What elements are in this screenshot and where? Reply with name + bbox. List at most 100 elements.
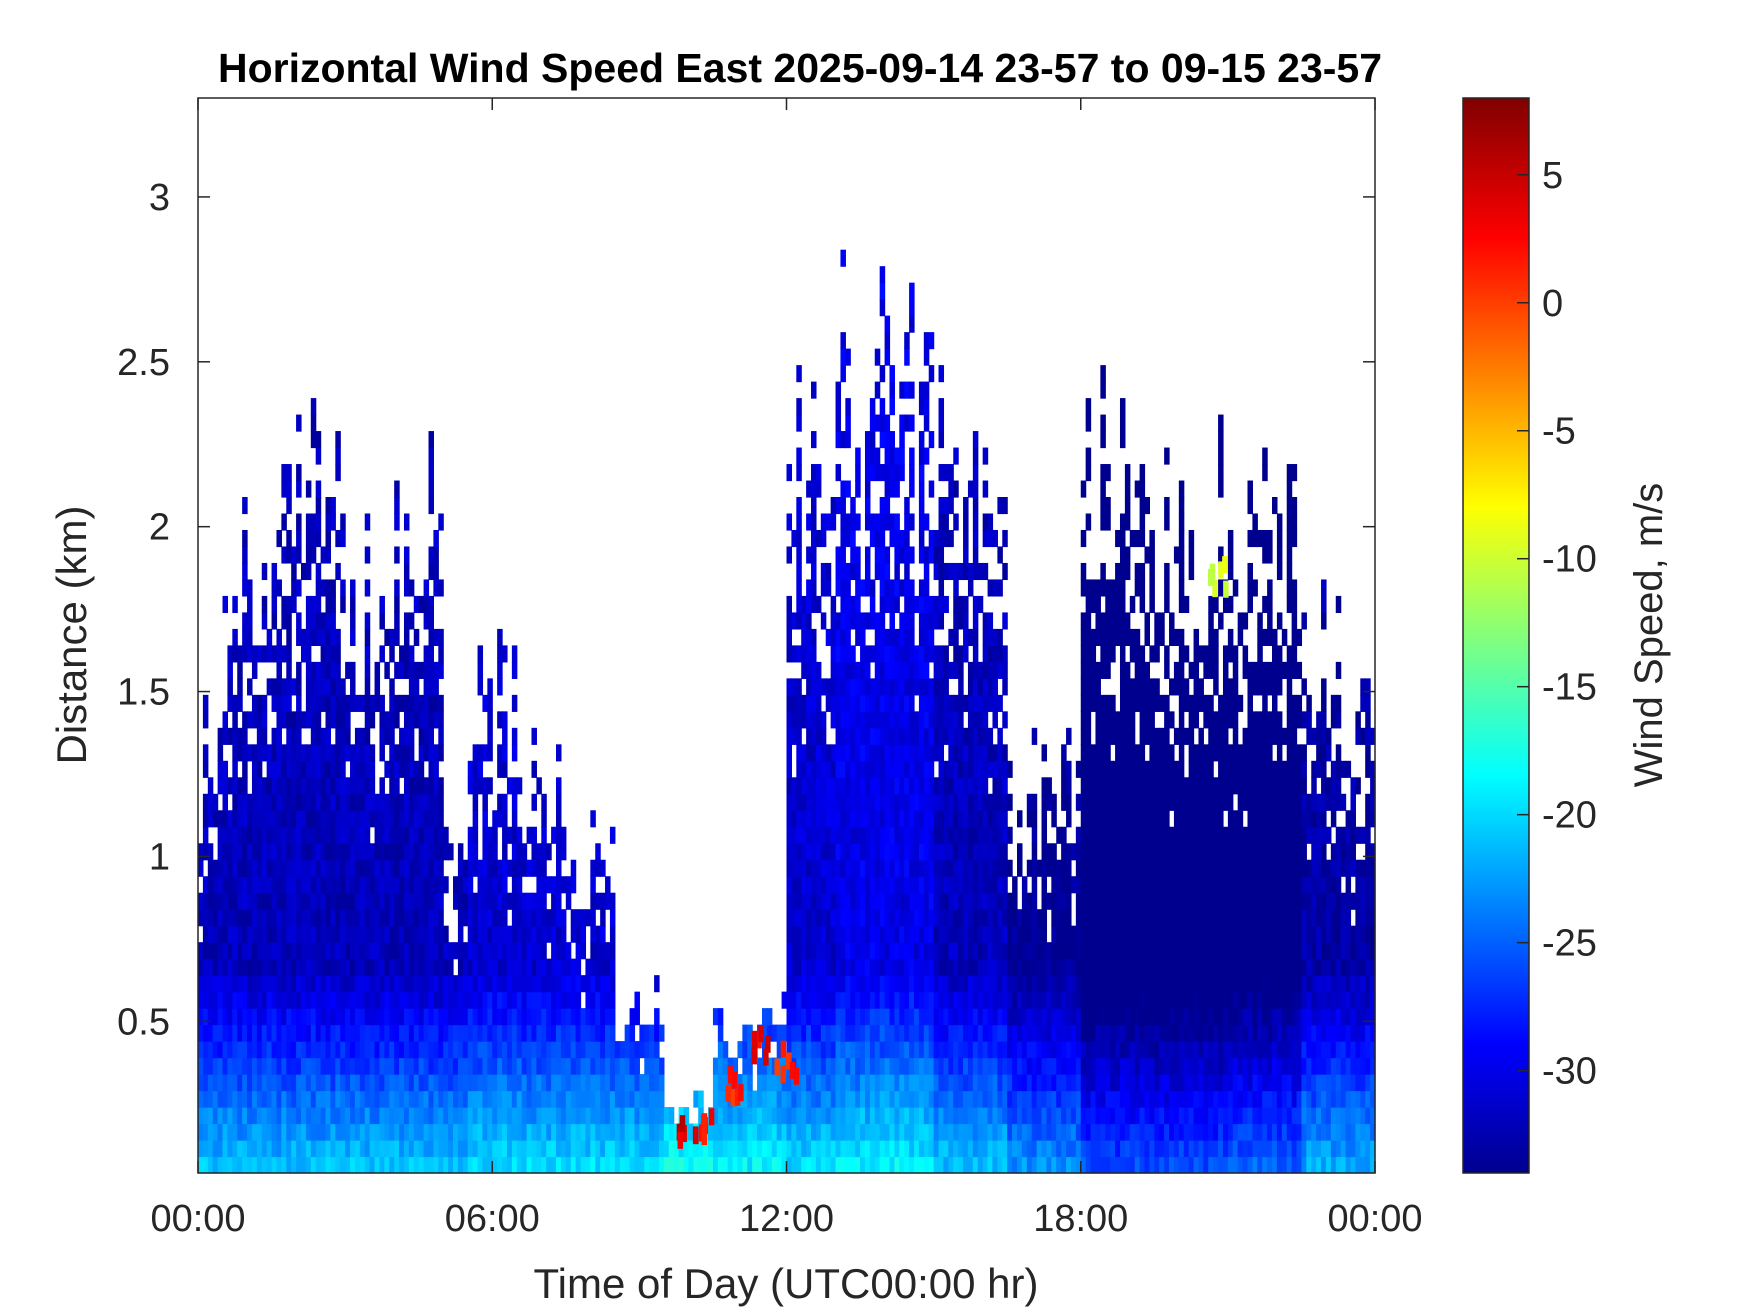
heatmap-cell: [850, 810, 856, 828]
heatmap-cell: [305, 595, 312, 614]
heatmap-cell: [1046, 1074, 1052, 1092]
heatmap-cell: [585, 975, 591, 993]
heatmap-cell: [443, 1074, 449, 1092]
heatmap-cell: [1021, 1107, 1028, 1125]
heatmap-cell: [551, 892, 557, 910]
heatmap-cell: [202, 793, 209, 811]
heatmap-cell: [232, 958, 238, 976]
heatmap-cell: [693, 1156, 699, 1174]
heatmap-cell: [350, 876, 356, 894]
heatmap-cell: [923, 909, 930, 927]
heatmap-cell: [364, 1107, 371, 1125]
heatmap-cell: [884, 315, 891, 333]
heatmap-cell: [438, 777, 444, 795]
heatmap-cell: [914, 1107, 920, 1125]
heatmap-cell: [644, 1156, 650, 1174]
heatmap-cell: [516, 909, 523, 927]
heatmap-cell: [423, 843, 430, 861]
heatmap-cell: [541, 810, 547, 828]
heatmap-cell: [281, 909, 287, 927]
heatmap-cell: [448, 1140, 454, 1158]
heatmap-cell: [551, 1140, 557, 1158]
heatmap-cell: [791, 1041, 797, 1059]
heatmap-cell: [232, 925, 238, 943]
heatmap-cell: [987, 1041, 994, 1059]
heatmap-cell: [335, 1074, 341, 1092]
heatmap-cell: [487, 694, 493, 712]
heatmap-cell: [850, 826, 856, 844]
heatmap-cell: [399, 1156, 405, 1174]
heatmap-cell: [310, 398, 317, 416]
heatmap-cell: [320, 760, 327, 778]
heatmap-cell: [894, 991, 900, 1009]
heatmap-cell: [325, 975, 332, 993]
heatmap-cell: [840, 909, 846, 927]
heatmap-cell: [884, 925, 891, 943]
heatmap-cell: [207, 810, 214, 828]
heatmap-cell: [889, 958, 895, 976]
heatmap-cell: [747, 1041, 753, 1059]
heatmap-cell: [928, 711, 935, 729]
heatmap-cell: [948, 1074, 954, 1092]
heatmap-cell: [320, 694, 327, 712]
heatmap-cell: [1090, 826, 1097, 844]
heatmap-cell: [791, 1024, 797, 1042]
heatmap-cell: [271, 991, 278, 1009]
heatmap-cell: [1002, 1123, 1008, 1141]
heatmap-cell: [904, 1057, 910, 1075]
heatmap-cell: [556, 909, 562, 927]
heatmap-cell: [291, 711, 297, 729]
heatmap-cell: [811, 909, 817, 927]
heatmap-cell: [938, 1123, 945, 1141]
heatmap-cell: [899, 1057, 905, 1075]
heatmap-cell: [1031, 826, 1038, 844]
heatmap-cell: [815, 1074, 822, 1092]
heatmap-cell: [354, 892, 361, 910]
heatmap-cell: [364, 711, 371, 729]
heatmap-cell: [212, 925, 219, 943]
heatmap-cell: [1070, 975, 1077, 993]
heatmap-cell: [683, 1140, 690, 1158]
heatmap-cell: [860, 925, 866, 943]
heatmap-cell: [1046, 1156, 1052, 1174]
heatmap-cell: [791, 1008, 797, 1026]
heatmap-cell: [305, 1123, 312, 1141]
heatmap-cell: [864, 1107, 871, 1125]
heatmap-cell: [394, 497, 400, 515]
heatmap-cell: [869, 1107, 876, 1125]
heatmap-cell: [933, 810, 940, 828]
heatmap-cell: [384, 727, 390, 745]
heatmap-cell: [359, 1140, 366, 1158]
heatmap-cell: [232, 1140, 238, 1158]
heatmap-cell: [806, 678, 812, 696]
heatmap-cell: [354, 1107, 361, 1125]
heatmap-cell: [1075, 925, 1082, 943]
heatmap-cell: [1100, 942, 1106, 960]
heatmap-cell: [1075, 760, 1082, 778]
heatmap-cell: [963, 1074, 969, 1092]
heatmap-cell: [242, 991, 248, 1009]
heatmap-cell: [766, 1090, 773, 1108]
heatmap-cell: [296, 1140, 302, 1158]
heatmap-cell: [305, 628, 312, 646]
heatmap-cell: [909, 810, 915, 828]
heatmap-cell: [251, 1057, 258, 1075]
heatmap-cell: [1100, 1156, 1106, 1174]
heatmap-cell: [1002, 826, 1008, 844]
heatmap-cell: [1085, 1140, 1092, 1158]
heatmap-cell: [477, 1024, 484, 1042]
heatmap-cell: [1080, 991, 1087, 1009]
heatmap-cell: [1119, 942, 1126, 960]
plot-area: 00:00 06:00 12:00 18:00 00:00 0.511.522.53: [117, 97, 1423, 1240]
heatmap-cell: [933, 876, 940, 894]
heatmap-cell: [310, 925, 317, 943]
heatmap-cell: [914, 892, 920, 910]
heatmap-cell: [708, 1156, 714, 1174]
heatmap-cell: [771, 1156, 778, 1174]
heatmap-cell: [511, 1024, 518, 1042]
heatmap-cell: [899, 711, 905, 729]
heatmap-cell: [202, 826, 209, 844]
heatmap-cell: [198, 991, 204, 1009]
heatmap-cell: [806, 595, 812, 614]
heatmap-cell: [923, 876, 930, 894]
